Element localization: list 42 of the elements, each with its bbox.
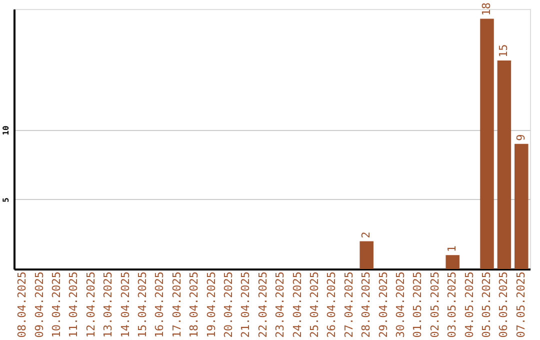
x-tick-label: 17.04.2025 (170, 272, 184, 338)
x-tick-label: 11.04.2025 (67, 272, 80, 338)
x-tick-label: 13.04.2025 (102, 272, 115, 338)
x-tick-label: 10.04.2025 (50, 272, 63, 338)
x-tick-label: 03.05.2025 (446, 272, 459, 338)
x-tick-label: 04.05.2025 (462, 272, 476, 338)
x-tick-label: 22.04.2025 (256, 272, 270, 338)
x-tick-label: 26.04.2025 (325, 272, 338, 338)
data-label: 9 (514, 134, 528, 141)
x-tick-label: 06.05.2025 (497, 272, 510, 338)
x-tick-label: 21.04.2025 (239, 272, 252, 338)
x-tick-label: 09.04.2025 (32, 272, 46, 338)
x-tick-label: 15.04.2025 (136, 272, 149, 338)
x-tick-label: 25.04.2025 (308, 272, 321, 338)
data-label: 1 (446, 245, 459, 252)
x-tick-label: 01.05.2025 (411, 272, 424, 338)
x-tick-label: 08.04.2025 (16, 272, 29, 338)
data-label: 15 (497, 44, 510, 58)
y-tick-label: 10 (2, 125, 10, 136)
data-label: 2 (360, 232, 373, 238)
x-tick-label: 29.04.2025 (376, 272, 390, 338)
x-tick-label: 24.04.2025 (290, 272, 304, 338)
y-tick-label: 5 (2, 197, 10, 202)
x-tick-label: 19.04.2025 (204, 272, 218, 338)
x-tick-label: 12.04.2025 (84, 272, 98, 338)
x-tick-label: 30.04.2025 (394, 272, 407, 338)
bar (480, 18, 494, 269)
x-tick-label: 28.04.2025 (360, 272, 373, 338)
x-tick-label: 07.05.2025 (514, 272, 528, 338)
bar (446, 255, 460, 269)
bar (360, 241, 374, 269)
x-tick-label: 02.05.2025 (428, 272, 442, 338)
x-tick-label: 18.04.2025 (188, 272, 201, 338)
x-tick-label: 05.05.2025 (480, 272, 493, 338)
bar (497, 60, 512, 269)
x-tick-label: 16.04.2025 (153, 272, 166, 338)
x-tick-label: 27.04.2025 (342, 272, 356, 338)
data-label: 18 (480, 2, 493, 16)
bar (514, 144, 528, 269)
x-tick-label: 23.04.2025 (274, 272, 287, 338)
x-tick-label: 14.04.2025 (118, 272, 132, 338)
x-tick-label: 20.04.2025 (222, 272, 235, 338)
